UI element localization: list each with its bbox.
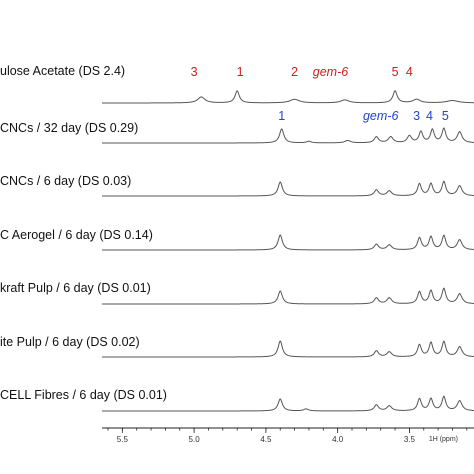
peak-label-1-3: 2 [291, 65, 298, 79]
x-tick-label: 5.0 [189, 435, 201, 444]
peak-label-2-5: 5 [442, 109, 449, 123]
peak-label-2-4: 4 [426, 109, 433, 123]
x-tick-label: 4.5 [260, 435, 272, 444]
spectrum-label-2: CNCs / 32 day (DS 0.29) [0, 121, 138, 135]
peak-label-2-3: 3 [413, 109, 420, 123]
x-tick-label: 4.0 [332, 435, 344, 444]
x-tick-label: 3.5 [404, 435, 416, 444]
x-tick-label: 5.5 [117, 435, 129, 444]
spectrum-label-3: CNCs / 6 day (DS 0.03) [0, 174, 131, 188]
peak-label-2-2: gem-6 [363, 109, 398, 123]
spectrum-label-5: kraft Pulp / 6 day (DS 0.01) [0, 281, 151, 295]
peak-label-2-1: 1 [278, 109, 285, 123]
peak-label-1-5: 5 [392, 65, 399, 79]
spectrum-trace-2 [102, 127, 474, 144]
spectrum-traces [102, 90, 474, 412]
peak-label-1-1: 3 [191, 65, 198, 79]
x-axis-title: 1H (ppm) [429, 436, 458, 443]
peak-annotations: 3 1 2 gem-6 5 41 gem-6 3 4 5 [191, 65, 449, 123]
spectrum-label-1: ulose Acetate (DS 2.4) [0, 64, 125, 78]
spectrum-label-7: CELL Fibres / 6 day (DS 0.01) [0, 388, 167, 402]
spectrum-trace-6 [102, 340, 474, 358]
spectrum-label-6: ite Pulp / 6 day (DS 0.02) [0, 335, 140, 349]
peak-label-1-2: 1 [237, 65, 244, 79]
spectrum-trace-1 [102, 90, 474, 104]
spectrum-trace-4 [102, 234, 474, 251]
peak-label-1-4: gem-6 [313, 65, 348, 79]
peak-label-1-6: 4 [406, 65, 413, 79]
x-axis: 5.5 5.0 4.5 4.0 3.5 1H (ppm) [102, 427, 474, 444]
spectrum-trace-7 [102, 395, 474, 412]
spectrum-labels: ulose Acetate (DS 2.4) CNCs / 32 day (DS … [0, 64, 167, 402]
spectrum-trace-5 [102, 287, 474, 305]
spectrum-trace-3 [102, 180, 474, 197]
spectrum-label-4: C Aerogel / 6 day (DS 0.14) [0, 228, 153, 242]
